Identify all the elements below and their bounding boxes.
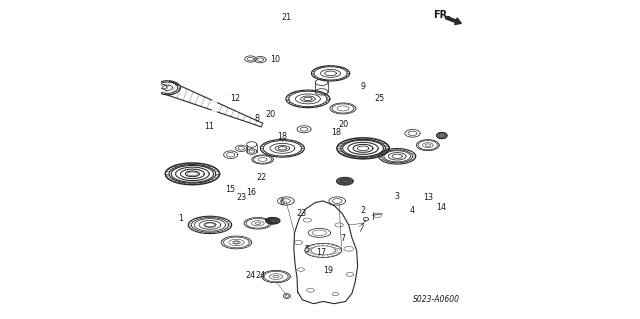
Text: 13: 13	[424, 193, 433, 202]
Text: 7: 7	[340, 234, 346, 243]
Text: 12: 12	[230, 94, 240, 103]
Text: 6: 6	[280, 198, 285, 207]
Text: 19: 19	[323, 266, 333, 275]
Text: 11: 11	[204, 122, 214, 130]
Text: 18: 18	[331, 128, 341, 137]
Text: 22: 22	[257, 173, 267, 182]
Text: 10: 10	[269, 55, 280, 63]
Text: 16: 16	[246, 189, 257, 197]
Text: 4: 4	[410, 206, 415, 215]
Text: 24: 24	[245, 271, 255, 280]
Text: 20: 20	[265, 110, 275, 119]
Ellipse shape	[266, 218, 280, 224]
Text: 20: 20	[339, 120, 349, 129]
Text: 3: 3	[394, 192, 399, 201]
Text: 23: 23	[236, 193, 246, 202]
Text: 24: 24	[255, 271, 266, 280]
Text: 1: 1	[178, 214, 183, 223]
Text: 8: 8	[254, 114, 259, 122]
Text: 14: 14	[436, 204, 446, 212]
Text: FR.: FR.	[433, 10, 451, 20]
FancyArrow shape	[445, 16, 461, 25]
Text: 18: 18	[276, 132, 287, 141]
Text: S023-A0600: S023-A0600	[413, 295, 460, 304]
Text: 5: 5	[304, 245, 309, 254]
Text: 25: 25	[374, 94, 385, 103]
Text: 15: 15	[225, 185, 235, 194]
Text: 9: 9	[360, 82, 365, 91]
Text: 23: 23	[297, 209, 307, 218]
Ellipse shape	[436, 132, 447, 139]
Text: 17: 17	[316, 248, 326, 256]
Ellipse shape	[337, 177, 353, 185]
Text: 2: 2	[360, 206, 365, 215]
Text: 21: 21	[282, 13, 292, 22]
